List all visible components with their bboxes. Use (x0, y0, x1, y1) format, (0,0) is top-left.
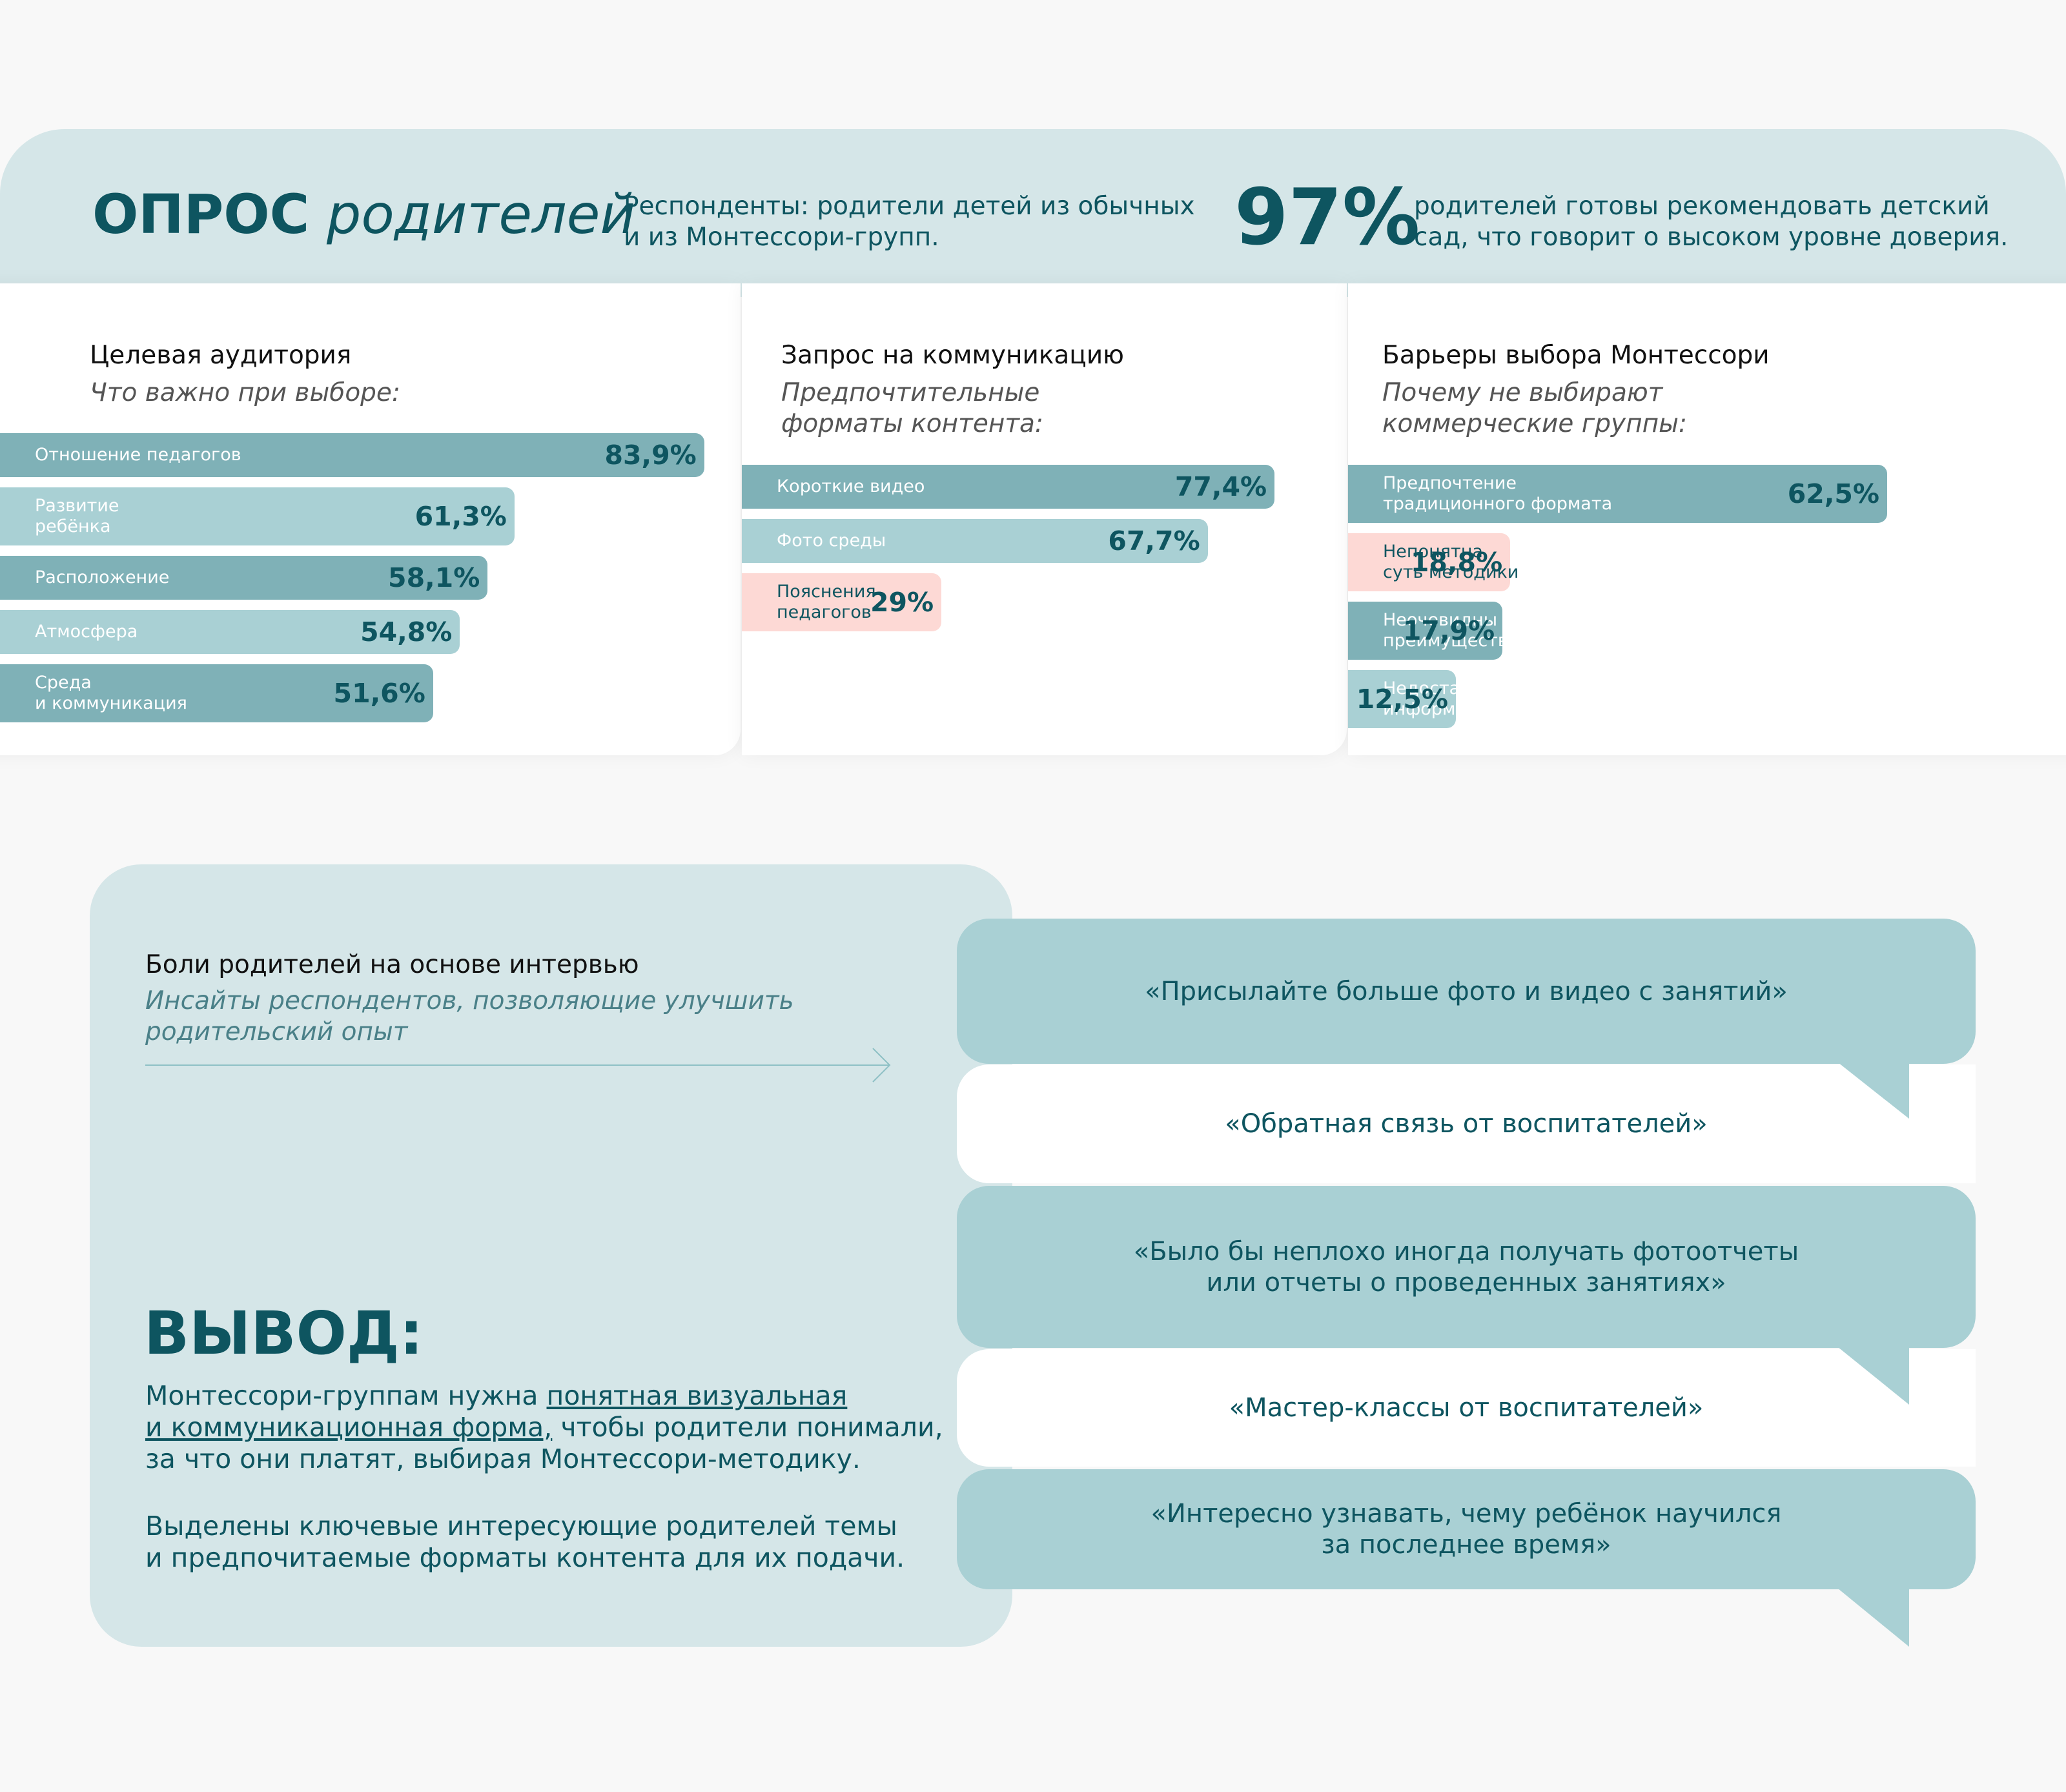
bar-label: Среда и коммуникация (35, 673, 187, 713)
charts: Целевая аудитория Что важно при выборе: От… (0, 0, 2066, 775)
respondents: Респонденты: родители детей из обычных и… (624, 192, 1195, 252)
conclusion-paragraph: Выделены ключевые интересующие родителей… (145, 1511, 905, 1573)
underlined-text: понятная визуальная и коммуникационная ф… (145, 1380, 848, 1443)
chart-title: Запрос на коммуникацию (781, 341, 1125, 370)
title-bold: ОПРОС (92, 183, 310, 246)
arrow (145, 1048, 891, 1083)
bar-label: Недостаток информации (1383, 678, 1501, 719)
value-label: 17,9% (1402, 615, 1495, 646)
text: чтобы родители понимали, за что они плат… (145, 1412, 943, 1474)
text: Монтессори-группам нужна (145, 1380, 547, 1411)
header-band (0, 129, 2066, 297)
chart-subtitle: Что важно при выборе: (90, 378, 401, 407)
value-label: 77,4% (1174, 471, 1267, 502)
bar (1348, 533, 1511, 591)
bar-label: Расположение (35, 567, 170, 587)
value-label: 51,6% (333, 678, 425, 709)
bar (1348, 602, 1503, 660)
value-label: 67,7% (1108, 525, 1200, 556)
quote-bubble: «Мастер-классы от воспитателей» (957, 1349, 1976, 1467)
bar (742, 573, 942, 631)
stat: 97% (1234, 173, 1420, 263)
value-label: 62,5% (1787, 478, 1879, 509)
insights-title: Боли родителей на основе интервью (145, 950, 639, 979)
bar-label: Пояснения педагогов (777, 582, 876, 622)
tail (1838, 1347, 1909, 1405)
quote-bubble: «Обратная связь от воспитателей» (957, 1064, 1976, 1183)
conclusion-title: ВЫВОД: (144, 1299, 424, 1368)
tail (1838, 1063, 1909, 1119)
bar-label: Короткие видео (777, 476, 925, 496)
chart-title: Барьеры выбора Монтессори (1382, 341, 1770, 370)
quote-bubble: «Присылайте больше фото и видео с заняти… (957, 919, 1976, 1064)
value-label: 58,1% (388, 562, 480, 593)
bar-label: Неочевидны преимущества (1383, 610, 1519, 651)
tail (1043, 1470, 1114, 1524)
quote-bubble: «Было бы неплохо иногда получать фотоотч… (957, 1186, 1976, 1348)
bar-label: Непонятна суть методики (1383, 542, 1519, 582)
bar (1348, 670, 1456, 728)
tail (1043, 1186, 1114, 1241)
bar (0, 556, 488, 600)
bar (1348, 465, 1887, 523)
bar-label: Предпочтение традиционного формата (1383, 473, 1613, 514)
value-label: 18,8% (1410, 547, 1503, 578)
bar-label: Развитие ребёнка (35, 496, 119, 536)
title-italic: родителей (327, 183, 635, 246)
bar (0, 610, 460, 654)
bar-label: Атмосфера (35, 622, 138, 642)
conclusion-paragraph: Монтессори-группам нужна понятная визуал… (145, 1380, 997, 1475)
bar-label: Отношение педагогов (35, 445, 241, 465)
tail (1838, 1589, 1909, 1647)
bar (742, 519, 1208, 563)
header-title: ОПРОС родителей (92, 183, 635, 246)
bar (0, 433, 704, 477)
bar (0, 664, 433, 722)
chart-subtitle: Предпочтительные форматы контента: (781, 378, 1044, 438)
bar-label: Фото среды (777, 531, 886, 551)
conclusion-panel (90, 864, 1012, 1647)
value-label: 29% (870, 587, 934, 618)
chart-title: Целевая аудитория (90, 341, 352, 370)
stat-text: родителей готовы рекомендовать детский с… (1414, 192, 2009, 252)
insights-subtitle: Инсайты респондентов, позволяющие улучши… (145, 986, 794, 1046)
bar (742, 465, 1275, 509)
value-label: 54,8% (360, 616, 453, 647)
chart-subtitle: Почему не выбирают коммерческие группы: (1382, 378, 1688, 438)
value-label: 83,9% (604, 440, 697, 471)
value-label: 61,3% (414, 501, 507, 532)
quote-bubble: «Интересно узнавать, чему ребёнок научил… (957, 1469, 1976, 1589)
bar (0, 487, 515, 545)
value-label: 12,5% (1356, 684, 1448, 715)
